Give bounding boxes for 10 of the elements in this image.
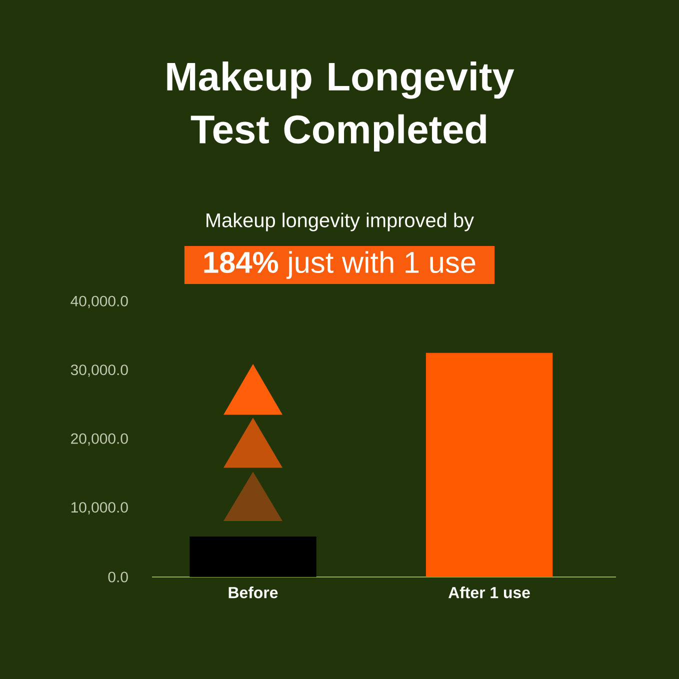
y-tick-label: 10,000.0: [71, 502, 128, 514]
y-tick-label: 30,000.0: [70, 364, 128, 377]
y-tick-label: 40,000.0: [70, 296, 128, 308]
chart-title: Makeup Longevity Test Completed: [167, 62, 514, 152]
x-tick-label: After 1 use: [448, 586, 530, 598]
y-tick-label: 0.0: [108, 572, 128, 582]
y-tick-label: 20,000.0: [71, 433, 128, 446]
text: 184% just with 1 use: [204, 251, 476, 279]
x-tick-label: Before: [228, 586, 278, 598]
chart-subtitle: Makeup longevity improved by: [206, 212, 474, 232]
